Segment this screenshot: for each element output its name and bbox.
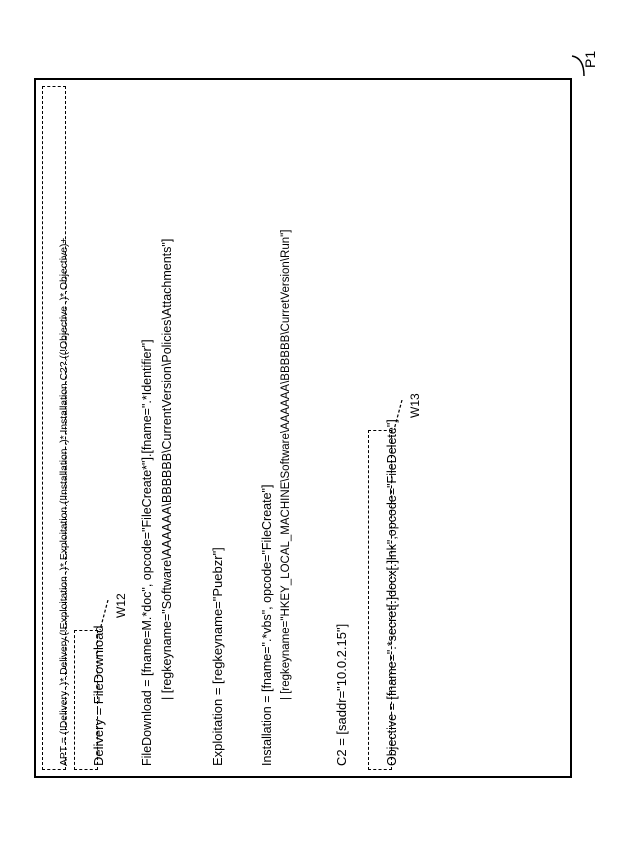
line-delivery: Delivery = FileDownload	[91, 625, 107, 766]
code-panel	[34, 78, 572, 778]
line-c2: C2 = [saddr="10.0.2.15"]	[334, 624, 350, 766]
line-installation-1: Installation = [fname=".*vbs", opcode="F…	[260, 485, 275, 766]
label-w12: W12	[114, 593, 128, 618]
line-filedownload-2: | [regkeyname="Software\AAAAAA\BBBBBB\Cu…	[160, 239, 175, 700]
leader-w12	[96, 600, 114, 632]
line-exploitation: Exploitation = [regkeyname="Puebzr"]	[210, 547, 226, 766]
line-filedownload-1: FileDownload = [fname=M.*doc", opcode="F…	[140, 339, 155, 766]
label-w13: W13	[408, 393, 422, 418]
line-installation-2: | [regkeyname="HKEY_LOCAL_MACHINE\Softwa…	[280, 230, 294, 700]
leader-w13	[390, 400, 408, 432]
line-objective: Objective = [fname=".*secret[.]docx[.]ln…	[385, 419, 400, 766]
stage: P1 APT = (!Delivery .)*.Delivery.(!Explo…	[0, 0, 640, 867]
line-apt: APT = (!Delivery .)*.Delivery.(!Exploita…	[59, 238, 71, 766]
